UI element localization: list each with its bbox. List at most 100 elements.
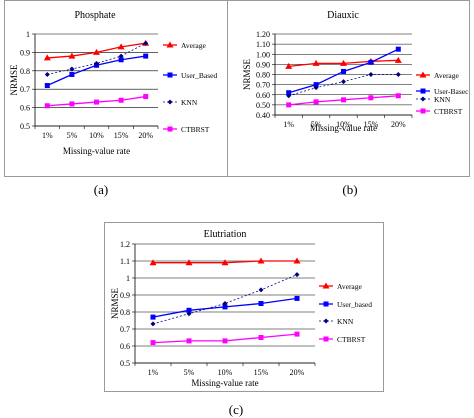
data-point: [186, 307, 192, 313]
data-point: [294, 295, 300, 301]
y-tick-label: 1.2: [120, 240, 130, 249]
data-point: [257, 257, 265, 264]
legend-swatch-marker: [323, 301, 329, 307]
data-point: [313, 82, 319, 88]
chart-svg-b: Diauxic0.400.500.600.700.800.901.001.101…: [242, 10, 469, 133]
series-ctbrst: [44, 94, 149, 109]
x-tick-label: 1%: [283, 120, 294, 129]
legend-label: KNN: [434, 95, 451, 104]
data-point: [313, 99, 319, 105]
data-point: [44, 83, 50, 89]
data-point: [93, 48, 100, 55]
data-point: [258, 287, 264, 293]
legend-label: User_Based: [181, 71, 217, 80]
data-point: [117, 43, 125, 50]
data-point: [150, 321, 156, 327]
y-tick-label: 1.10: [256, 40, 270, 49]
data-point: [286, 93, 292, 99]
x-tick-label: 15%: [364, 120, 379, 129]
y-tick-label: 1.1: [120, 257, 130, 266]
data-point: [313, 85, 319, 91]
x-tick-label: 1%: [148, 368, 159, 377]
x-axis-label: Missing-value rate: [63, 146, 130, 156]
x-tick-label: 5%: [67, 131, 78, 140]
data-point: [44, 103, 50, 109]
y-tick-label: 0.90: [256, 60, 270, 69]
y-tick-label: 1: [126, 274, 130, 283]
series-ctbrst: [150, 331, 300, 346]
legend-label: KNN: [337, 317, 354, 326]
series-knn: [150, 272, 300, 327]
data-point: [222, 301, 228, 306]
y-tick-label: 0.5: [20, 122, 30, 131]
y-tick-label: 1.00: [256, 50, 270, 59]
data-point: [341, 79, 346, 85]
data-point: [69, 101, 75, 107]
series-average: [285, 56, 402, 69]
data-point: [222, 304, 228, 310]
data-point: [143, 40, 149, 46]
y-tick-label: 0.6: [120, 342, 130, 351]
data-point: [394, 56, 402, 63]
data-point: [293, 257, 301, 264]
data-point: [341, 68, 346, 74]
legend-swatch-marker: [420, 88, 426, 94]
x-tick-label: 15%: [114, 131, 129, 140]
chart-panel-c: Elutriation 0.5 0.6 0.7 0.8 0.9 1 1.1 1.2 1% 5% 10%…: [104, 222, 384, 392]
data-point: [294, 331, 300, 337]
legend-label: KNN: [181, 98, 198, 107]
legend-label: CTBRST: [434, 107, 463, 116]
y-tick-label: 1.20: [256, 30, 270, 39]
data-point: [312, 59, 320, 66]
data-point: [69, 71, 75, 77]
data-point: [69, 66, 75, 72]
legend-label: Average: [181, 41, 207, 50]
x-tick-label: 10%: [218, 368, 233, 377]
y-tick-label: 0.8: [20, 67, 30, 76]
data-point: [149, 259, 157, 266]
y-axis-label: NRMSE: [242, 58, 252, 90]
chart-svg-a: Phosphate 0.5 0.6 0.7 0.8 0.9 1 1% 5% 10% 15% 20% Mi…: [9, 10, 217, 156]
series-line: [152, 274, 298, 325]
data-point: [150, 340, 156, 346]
x-tick-label: 1%: [42, 131, 53, 140]
x-tick-label: 15%: [254, 368, 269, 377]
caption-b: (b): [342, 182, 358, 197]
data-point: [118, 97, 124, 103]
legend-swatch-marker: [167, 126, 173, 132]
data-point: [186, 338, 192, 344]
x-tick-label: 10%: [89, 131, 104, 140]
legend-swatch-marker: [323, 318, 329, 324]
legend-label: User-Basec: [434, 87, 469, 96]
legend-label: Average: [434, 71, 460, 80]
data-point: [258, 301, 264, 306]
x-axis-label: Missing-value rate: [191, 378, 258, 388]
series-knn: [286, 72, 401, 99]
series-ctbrst: [286, 93, 401, 108]
data-point: [286, 90, 292, 96]
data-point: [286, 102, 292, 108]
data-point: [340, 59, 347, 66]
x-tick-label: 20%: [391, 120, 406, 129]
legend-label: Average: [337, 282, 363, 291]
x-axis-label: Missing-value rate: [310, 123, 377, 133]
data-point: [222, 338, 228, 344]
series-line: [47, 42, 146, 75]
y-tick-label: 0.6: [20, 104, 30, 113]
y-tick-label: 0.50: [256, 101, 270, 110]
y-axis-label: NRMSE: [110, 287, 120, 319]
legend-swatch-marker: [323, 336, 329, 342]
y-tick-label: 0.9: [120, 291, 130, 300]
data-point: [185, 259, 193, 266]
legend-swatch-marker: [419, 71, 427, 78]
x-tick-label: 10%: [336, 120, 351, 129]
data-point: [395, 46, 401, 52]
data-point: [285, 62, 293, 69]
data-point: [368, 95, 374, 101]
data-point: [258, 335, 264, 340]
y-tick-label: 0.9: [20, 48, 30, 57]
y-axis-label: NRMSE: [9, 64, 19, 96]
data-point: [94, 60, 99, 66]
data-point: [94, 99, 99, 105]
chart-title: Phosphate: [74, 10, 116, 21]
